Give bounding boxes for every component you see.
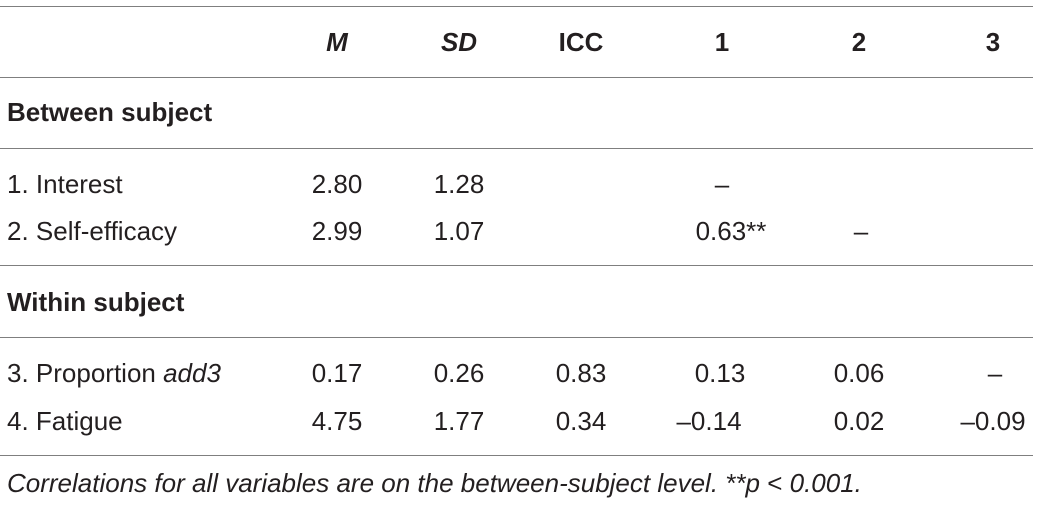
cell-fatigue-r2: 0.02 bbox=[833, 406, 885, 436]
table-top-rule bbox=[0, 6, 1033, 7]
header-rule bbox=[0, 77, 1033, 78]
row-label-proportion-term: add3 bbox=[163, 358, 221, 388]
cell-fatigue-r1: –0.14 bbox=[676, 406, 742, 436]
cell-proportion-r1: 0.13 bbox=[694, 358, 746, 388]
section-within-subject: Within subject bbox=[7, 287, 185, 317]
cell-fatigue-r3: –0.09 bbox=[960, 406, 1026, 436]
footnote-less-than: < bbox=[759, 468, 790, 498]
table-footnote: Correlations for all variables are on th… bbox=[7, 468, 862, 498]
header-sd: SD bbox=[440, 27, 478, 57]
cell-self-efficacy-r2: – bbox=[853, 216, 869, 246]
cell-proportion-m: 0.17 bbox=[311, 358, 363, 388]
cell-fatigue-m: 4.75 bbox=[311, 406, 363, 436]
row-label-interest: 1. Interest bbox=[7, 169, 123, 199]
section-between-rule bbox=[0, 148, 1033, 149]
cell-interest-m: 2.80 bbox=[311, 169, 363, 199]
section-within-top-rule bbox=[0, 265, 1033, 266]
header-icc: ICC bbox=[558, 27, 604, 57]
section-within-rule bbox=[0, 337, 1033, 338]
footnote-p: p bbox=[745, 468, 760, 498]
header-col-1: 1 bbox=[714, 27, 730, 57]
cell-interest-r1: – bbox=[714, 169, 730, 199]
row-label-proportion-prefix: 3. Proportion bbox=[7, 358, 164, 388]
cell-self-efficacy-sd: 1.07 bbox=[433, 216, 485, 246]
footnote-text: Correlations for all variables are on th… bbox=[7, 468, 746, 498]
footnote-threshold: 0.001. bbox=[789, 468, 862, 498]
header-m: M bbox=[326, 27, 348, 57]
header-col-2: 2 bbox=[851, 27, 867, 57]
cell-proportion-icc: 0.83 bbox=[555, 358, 607, 388]
cell-fatigue-sd: 1.77 bbox=[433, 406, 485, 436]
row-label-fatigue: 4. Fatigue bbox=[7, 406, 123, 436]
cell-interest-sd: 1.28 bbox=[433, 169, 485, 199]
cell-proportion-r3: – bbox=[987, 358, 1003, 388]
cell-proportion-sd: 0.26 bbox=[433, 358, 485, 388]
row-label-self-efficacy: 2. Self-efficacy bbox=[7, 216, 178, 246]
cell-self-efficacy-r1: 0.63** bbox=[695, 216, 767, 246]
table-bottom-rule bbox=[0, 455, 1033, 456]
cell-proportion-r2: 0.06 bbox=[833, 358, 885, 388]
cell-self-efficacy-m: 2.99 bbox=[311, 216, 363, 246]
row-label-proportion: 3. Proportion add3 bbox=[7, 358, 221, 388]
section-between-subject: Between subject bbox=[7, 97, 213, 127]
cell-fatigue-icc: 0.34 bbox=[555, 406, 607, 436]
header-col-3: 3 bbox=[985, 27, 1001, 57]
